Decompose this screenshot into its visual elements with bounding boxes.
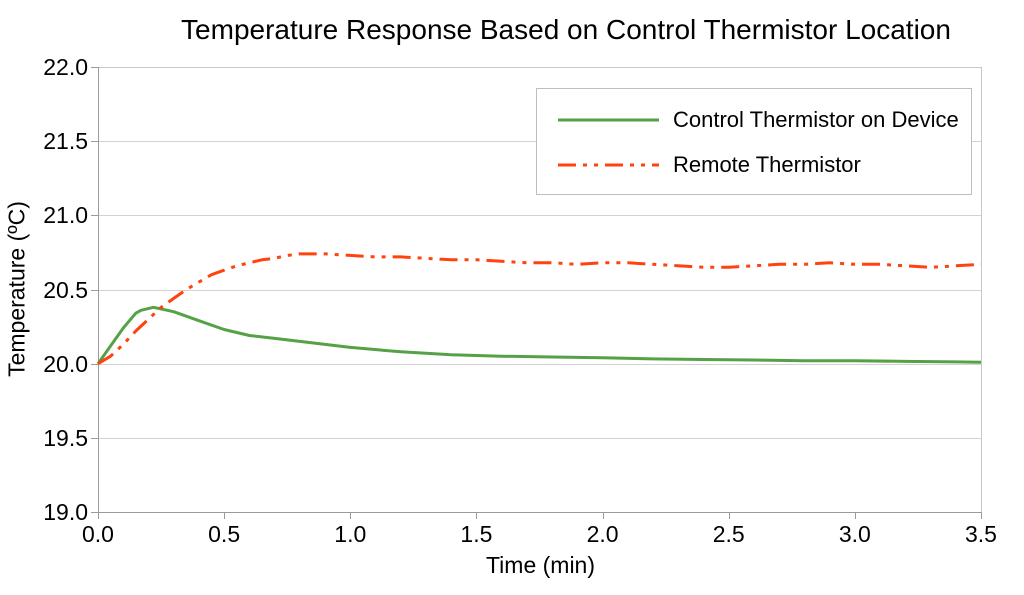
x-tick-label: 3.0 <box>838 521 871 547</box>
x-axis-title: Time (min) <box>485 552 596 578</box>
y-tick-label: 19.0 <box>43 499 88 525</box>
series-line-1 <box>97 252 982 365</box>
x-tick-label: 0.0 <box>82 521 114 547</box>
y-axis-title: Temperature (ºC) <box>3 201 30 377</box>
y-tick-label: 20.5 <box>43 276 88 303</box>
legend-label-remote: Remote Thermistor <box>673 152 861 177</box>
x-tick-label: 1.0 <box>334 521 367 547</box>
chart-title: Temperature Response Based on Control Th… <box>181 14 951 45</box>
legend-line-sample-control <box>558 118 659 122</box>
y-tick-label: 21.5 <box>43 128 88 155</box>
legend-item-control: Control Thermistor on Device <box>537 105 971 135</box>
x-tick-label: 1.5 <box>460 521 493 547</box>
x-tick-label: 0.5 <box>208 521 241 547</box>
legend-item-remote: Remote Thermistor <box>537 150 971 180</box>
series-line-0 <box>96 305 982 365</box>
x-tick-label: 3.5 <box>965 521 997 547</box>
legend-label-control: Control Thermistor on Device <box>673 107 959 132</box>
y-tick-label: 21.0 <box>43 202 88 229</box>
x-tick-label: 2.5 <box>712 521 745 547</box>
y-tick-label: 20.0 <box>43 350 88 377</box>
y-tick-label: 19.5 <box>43 424 88 451</box>
legend: Control Thermistor on Device Remote Ther… <box>536 88 972 195</box>
x-tick-label: 2.0 <box>586 521 619 547</box>
y-tick-label: 22.0 <box>43 54 88 80</box>
legend-line-sample-remote <box>558 163 659 167</box>
